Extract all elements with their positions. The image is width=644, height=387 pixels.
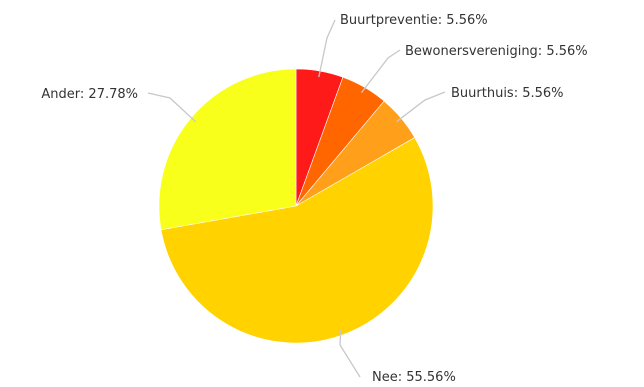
leader-line-buurtpreventie	[318, 19, 336, 78]
slice-labels: Buurtpreventie: 5.56% Bewonersvereniging:…	[41, 13, 587, 385]
leader-line-ander	[147, 92, 197, 123]
slice-label-buurtpreventie: Buurtpreventie: 5.56%	[340, 13, 488, 28]
leader-lines	[147, 19, 446, 378]
slice-label-nee: Nee: 55.56%	[372, 370, 456, 385]
pie-slice-nee	[160, 137, 434, 344]
slice-label-buurthuis: Buurthuis: 5.56%	[451, 86, 564, 101]
pie-slice-ander	[158, 68, 297, 231]
leader-line-buurthuis	[396, 91, 446, 123]
leader-line-nee	[339, 329, 361, 378]
slice-label-ander: Ander: 27.78%	[41, 87, 138, 102]
leader-line-bewonersvereniging	[360, 49, 401, 93]
pie-slices	[158, 68, 434, 344]
slice-label-bewonersvereniging: Bewonersvereniging: 5.56%	[405, 44, 588, 59]
